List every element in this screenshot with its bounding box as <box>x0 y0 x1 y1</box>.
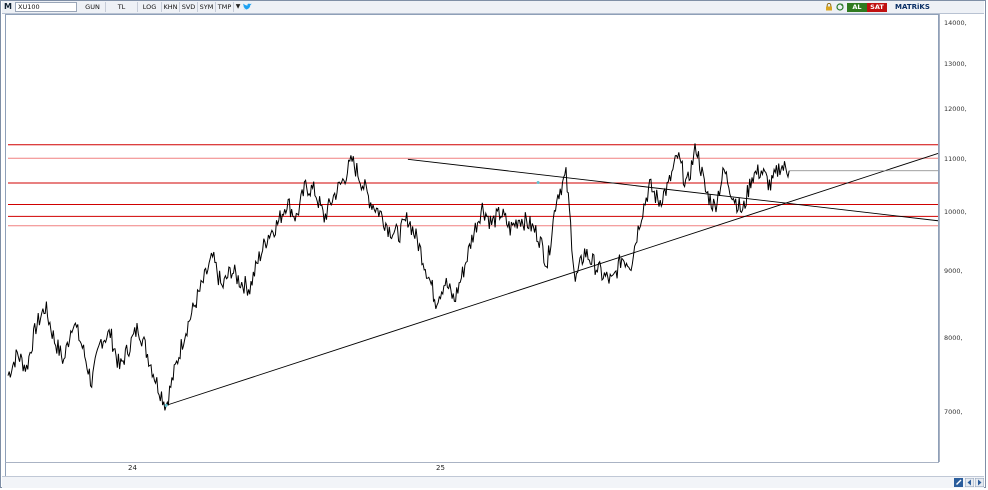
y-tick-label: 11000, <box>944 155 967 163</box>
toolbar: M XU100 GUN TL LOG KHN SVD SYM TMP ▼ AL … <box>2 1 984 14</box>
settings-icon[interactable] <box>954 478 963 487</box>
y-tick-label: 8000, <box>944 334 963 342</box>
x-tick-label: 24 <box>128 464 137 472</box>
svd-button[interactable]: SVD <box>180 2 198 12</box>
trendline <box>407 158 939 222</box>
y-tick-label: 13000, <box>944 60 967 68</box>
brand-label: MATRiKS <box>895 3 930 11</box>
buy-button[interactable]: AL <box>847 3 867 12</box>
y-tick-label: 12000, <box>944 105 967 113</box>
trendline-anchor-point <box>164 403 168 407</box>
y-tick-label: 10000, <box>944 208 967 216</box>
sell-button[interactable]: SAT <box>867 3 887 12</box>
price-line <box>7 143 790 411</box>
trendline <box>165 152 939 406</box>
sym-button[interactable]: SYM <box>198 2 216 12</box>
period-button[interactable]: GUN <box>80 2 106 12</box>
app-logo: M <box>4 2 12 11</box>
scroll-left-icon[interactable] <box>965 478 974 487</box>
tmp-button[interactable]: TMP <box>216 2 234 12</box>
twitter-icon[interactable] <box>243 3 252 11</box>
refresh-icon[interactable] <box>836 3 844 11</box>
y-tick-label: 14000, <box>944 19 967 27</box>
currency-button[interactable]: TL <box>106 2 138 12</box>
scroll-right-icon[interactable] <box>975 478 984 487</box>
chart-plot-area[interactable] <box>5 14 939 462</box>
bottom-scrollbar[interactable] <box>2 476 984 488</box>
symbol-input[interactable]: XU100 <box>15 2 77 12</box>
chevron-down-icon[interactable]: ▼ <box>235 3 241 10</box>
y-tick-label: 9000, <box>944 267 963 275</box>
x-axis: 24 25 <box>5 462 939 476</box>
lock-icon[interactable] <box>825 3 833 11</box>
log-button[interactable]: LOG <box>138 2 162 12</box>
trendline-intersection-point <box>536 180 540 184</box>
x-tick-label: 25 <box>436 464 445 472</box>
y-axis: 14000, 13000, 12000, 11000, 10000, 9000,… <box>939 14 983 462</box>
khn-button[interactable]: KHN <box>162 2 180 12</box>
y-tick-label: 7000, <box>944 408 963 416</box>
